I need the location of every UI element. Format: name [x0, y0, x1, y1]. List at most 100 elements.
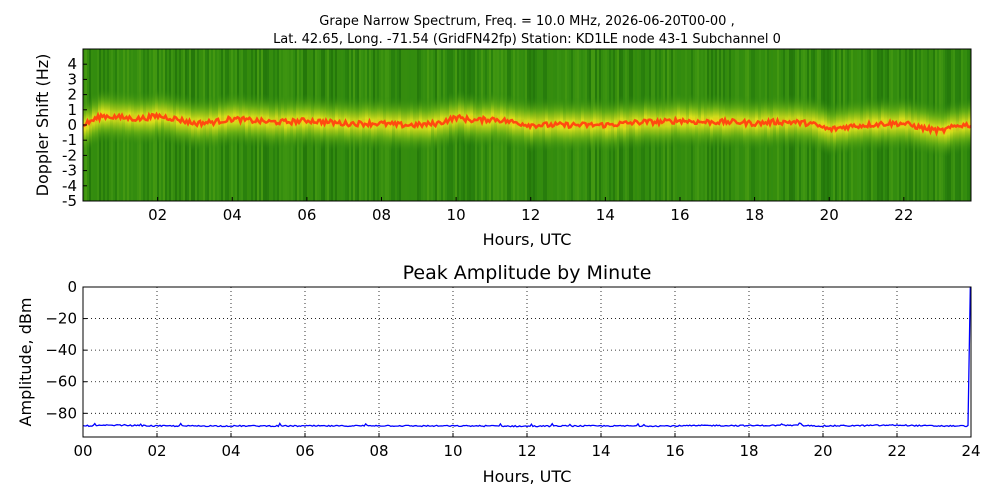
- amplitude-y-tick-label: −20: [45, 310, 77, 328]
- spectrogram-band-column: [857, 97, 860, 153]
- spectrogram-band-column: [779, 94, 782, 149]
- spectrogram-band-column: [635, 96, 638, 151]
- spectrogram-band-column: [470, 91, 473, 146]
- amplitude-x-tick-label: 14: [591, 442, 610, 460]
- amplitude-panel: Peak Amplitude by Minute 00 02 04 06 08 10 12 1…: [16, 262, 981, 486]
- spectrogram-band-column: [215, 95, 218, 151]
- amplitude-x-tick-label: 04: [221, 442, 240, 460]
- spectrogram-x-tick-label: 16: [670, 206, 689, 224]
- amplitude-x-tick-label: 10: [443, 442, 462, 460]
- spectrogram-band-column: [872, 96, 875, 152]
- spectrogram-band-column: [152, 90, 155, 145]
- spectrogram-band-column: [269, 95, 272, 150]
- spectrogram-x-label: Hours, UTC: [483, 230, 572, 249]
- spectrogram-band-column: [236, 91, 239, 147]
- spectrogram-y-tick-label: -2: [62, 146, 77, 164]
- spectrogram-band-column: [161, 88, 164, 143]
- spectrogram-band-column: [956, 100, 959, 155]
- amplitude-x-ticks: 00 02 04 06 08 10 12 14 16 18 20 22 24: [73, 433, 981, 460]
- spectrogram-y-label: Doppler Shift (Hz): [33, 54, 52, 197]
- spectrogram-band-column: [245, 93, 248, 148]
- spectrogram-y-tick-label: 3: [67, 70, 77, 88]
- spectrogram-band-column: [275, 93, 278, 149]
- spectrogram-band-column: [863, 97, 866, 152]
- figure-title-line2: Lat. 42.65, Long. -71.54 (GridFN42fp) St…: [273, 32, 781, 47]
- spectrogram-band-column: [518, 95, 521, 151]
- spectrogram-band-column: [365, 95, 368, 150]
- spectrogram-band-column: [668, 94, 671, 150]
- spectrogram-band-column: [476, 93, 479, 149]
- amplitude-x-tick-label: 22: [887, 442, 906, 460]
- spectrogram-band-column: [131, 90, 134, 145]
- spectrogram-band-column: [359, 96, 362, 152]
- spectrogram-x-tick-label: 12: [521, 206, 540, 224]
- spectrogram-band-column: [947, 102, 950, 157]
- spectrogram-band-column: [701, 93, 704, 149]
- spectrogram-band-column: [713, 93, 716, 149]
- amplitude-x-tick-label: 02: [147, 442, 166, 460]
- spectrogram-band-column: [752, 96, 755, 151]
- spectrogram-x-tick-label: 10: [447, 206, 466, 224]
- spectrogram-band-column: [362, 95, 365, 150]
- amplitude-x-tick-label: 12: [517, 442, 536, 460]
- spectrogram-x-tick-label: 02: [148, 206, 167, 224]
- amplitude-x-tick-label: 18: [739, 442, 758, 460]
- figure-title-line1: Grape Narrow Spectrum, Freq. = 10.0 MHz,…: [319, 14, 734, 29]
- amplitude-x-tick-label: 06: [295, 442, 314, 460]
- spectrogram-x-tick-label: 06: [297, 206, 316, 224]
- spectrogram-x-ticks: 02 04 06 08 10 12 14 16 18 20 22: [148, 197, 913, 224]
- spectrogram-band-column: [731, 94, 734, 150]
- spectrogram-band-column: [500, 91, 503, 147]
- spectrogram-band-column: [623, 97, 626, 152]
- spectrogram-y-tick-label: 4: [67, 55, 77, 73]
- spectrogram-band-column: [272, 95, 275, 151]
- spectrogram-band-column: [284, 95, 287, 151]
- spectrogram-band-column: [170, 90, 173, 146]
- spectrogram-band-column: [308, 92, 311, 148]
- spectrogram-x-tick-label: 22: [894, 206, 913, 224]
- spectrogram-y-tick-label: 1: [67, 101, 77, 119]
- spectrogram-band-column: [341, 95, 344, 151]
- spectrogram-x-tick-label: 14: [596, 206, 615, 224]
- spectrogram-y-tick-label: -4: [62, 177, 77, 195]
- spectrogram-band-column: [671, 93, 674, 149]
- spectrogram-band-column: [302, 94, 305, 149]
- spectrogram-x-tick-label: 08: [372, 206, 391, 224]
- amplitude-x-tick-label: 20: [813, 442, 832, 460]
- amplitude-y-label: Amplitude, dBm: [16, 298, 35, 427]
- spectrogram-band-column: [716, 93, 719, 149]
- spectrogram-band-column: [86, 96, 89, 152]
- amplitude-plot-area: [83, 287, 971, 437]
- spectrogram-band-column: [737, 94, 740, 149]
- spectrogram-y-tick-label: -1: [62, 131, 77, 149]
- spectrogram-band-column: [806, 95, 809, 150]
- spectrogram-band-column: [884, 96, 887, 152]
- spectrogram-band-column: [248, 92, 251, 148]
- spectrogram-band-column: [167, 89, 170, 145]
- spectrogram-x-tick-label: 20: [820, 206, 839, 224]
- spectrogram-band-column: [440, 94, 443, 150]
- amplitude-x-label: Hours, UTC: [483, 467, 572, 486]
- amplitude-x-tick-label: 00: [73, 442, 92, 460]
- spectrogram-band-column: [110, 88, 113, 144]
- spectrogram-band-column: [695, 93, 698, 149]
- amplitude-y-tick-label: −80: [45, 404, 77, 422]
- spectrogram-band-column: [968, 97, 971, 152]
- amplitude-x-tick-label: 08: [369, 442, 388, 460]
- amplitude-y-tick-label: 0: [67, 278, 77, 296]
- amplitude-x-tick-label: 24: [961, 442, 980, 460]
- amplitude-y-tick-label: −40: [45, 341, 77, 359]
- spectrogram-y-tick-label: -3: [62, 162, 77, 180]
- spectrogram-band-column: [905, 97, 908, 153]
- spectrogram-x-tick-label: 18: [745, 206, 764, 224]
- amplitude-chart-title: Peak Amplitude by Minute: [403, 262, 652, 284]
- spectrogram-band-column: [665, 94, 668, 150]
- spectrogram-band-column: [347, 96, 350, 152]
- spectrogram-band-column: [134, 91, 137, 146]
- amplitude-y-ticks: 0 −20 −40 −60 −80: [45, 278, 87, 422]
- spectrogram-band-column: [329, 95, 332, 151]
- spectrogram-band-column: [221, 93, 224, 149]
